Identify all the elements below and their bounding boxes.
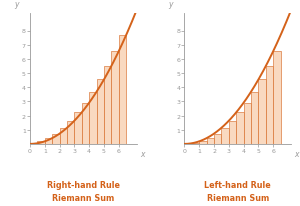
Bar bbox=[74, 113, 82, 144]
Bar bbox=[89, 92, 97, 144]
Bar bbox=[38, 142, 45, 144]
Bar bbox=[111, 52, 119, 144]
Bar bbox=[207, 138, 214, 144]
Bar bbox=[97, 80, 104, 144]
Text: x: x bbox=[140, 149, 144, 158]
Bar bbox=[119, 36, 126, 144]
Bar bbox=[266, 67, 273, 144]
Bar bbox=[221, 128, 229, 144]
Bar bbox=[52, 134, 60, 144]
Text: x: x bbox=[294, 149, 299, 158]
Bar bbox=[251, 92, 258, 144]
Bar bbox=[214, 134, 221, 144]
Bar bbox=[104, 67, 111, 144]
Text: Right-hand Rule
Riemann Sum: Right-hand Rule Riemann Sum bbox=[47, 180, 120, 202]
Text: y: y bbox=[168, 0, 173, 9]
Bar bbox=[244, 103, 251, 144]
Bar bbox=[229, 121, 236, 144]
Bar bbox=[273, 52, 280, 144]
Text: y: y bbox=[14, 0, 18, 9]
Text: Left-hand Rule
Riemann Sum: Left-hand Rule Riemann Sum bbox=[204, 180, 271, 202]
Bar bbox=[199, 142, 207, 144]
Bar bbox=[45, 138, 52, 144]
Bar bbox=[258, 80, 266, 144]
Bar bbox=[60, 128, 67, 144]
Bar bbox=[67, 121, 74, 144]
Bar bbox=[82, 103, 89, 144]
Bar bbox=[236, 113, 244, 144]
